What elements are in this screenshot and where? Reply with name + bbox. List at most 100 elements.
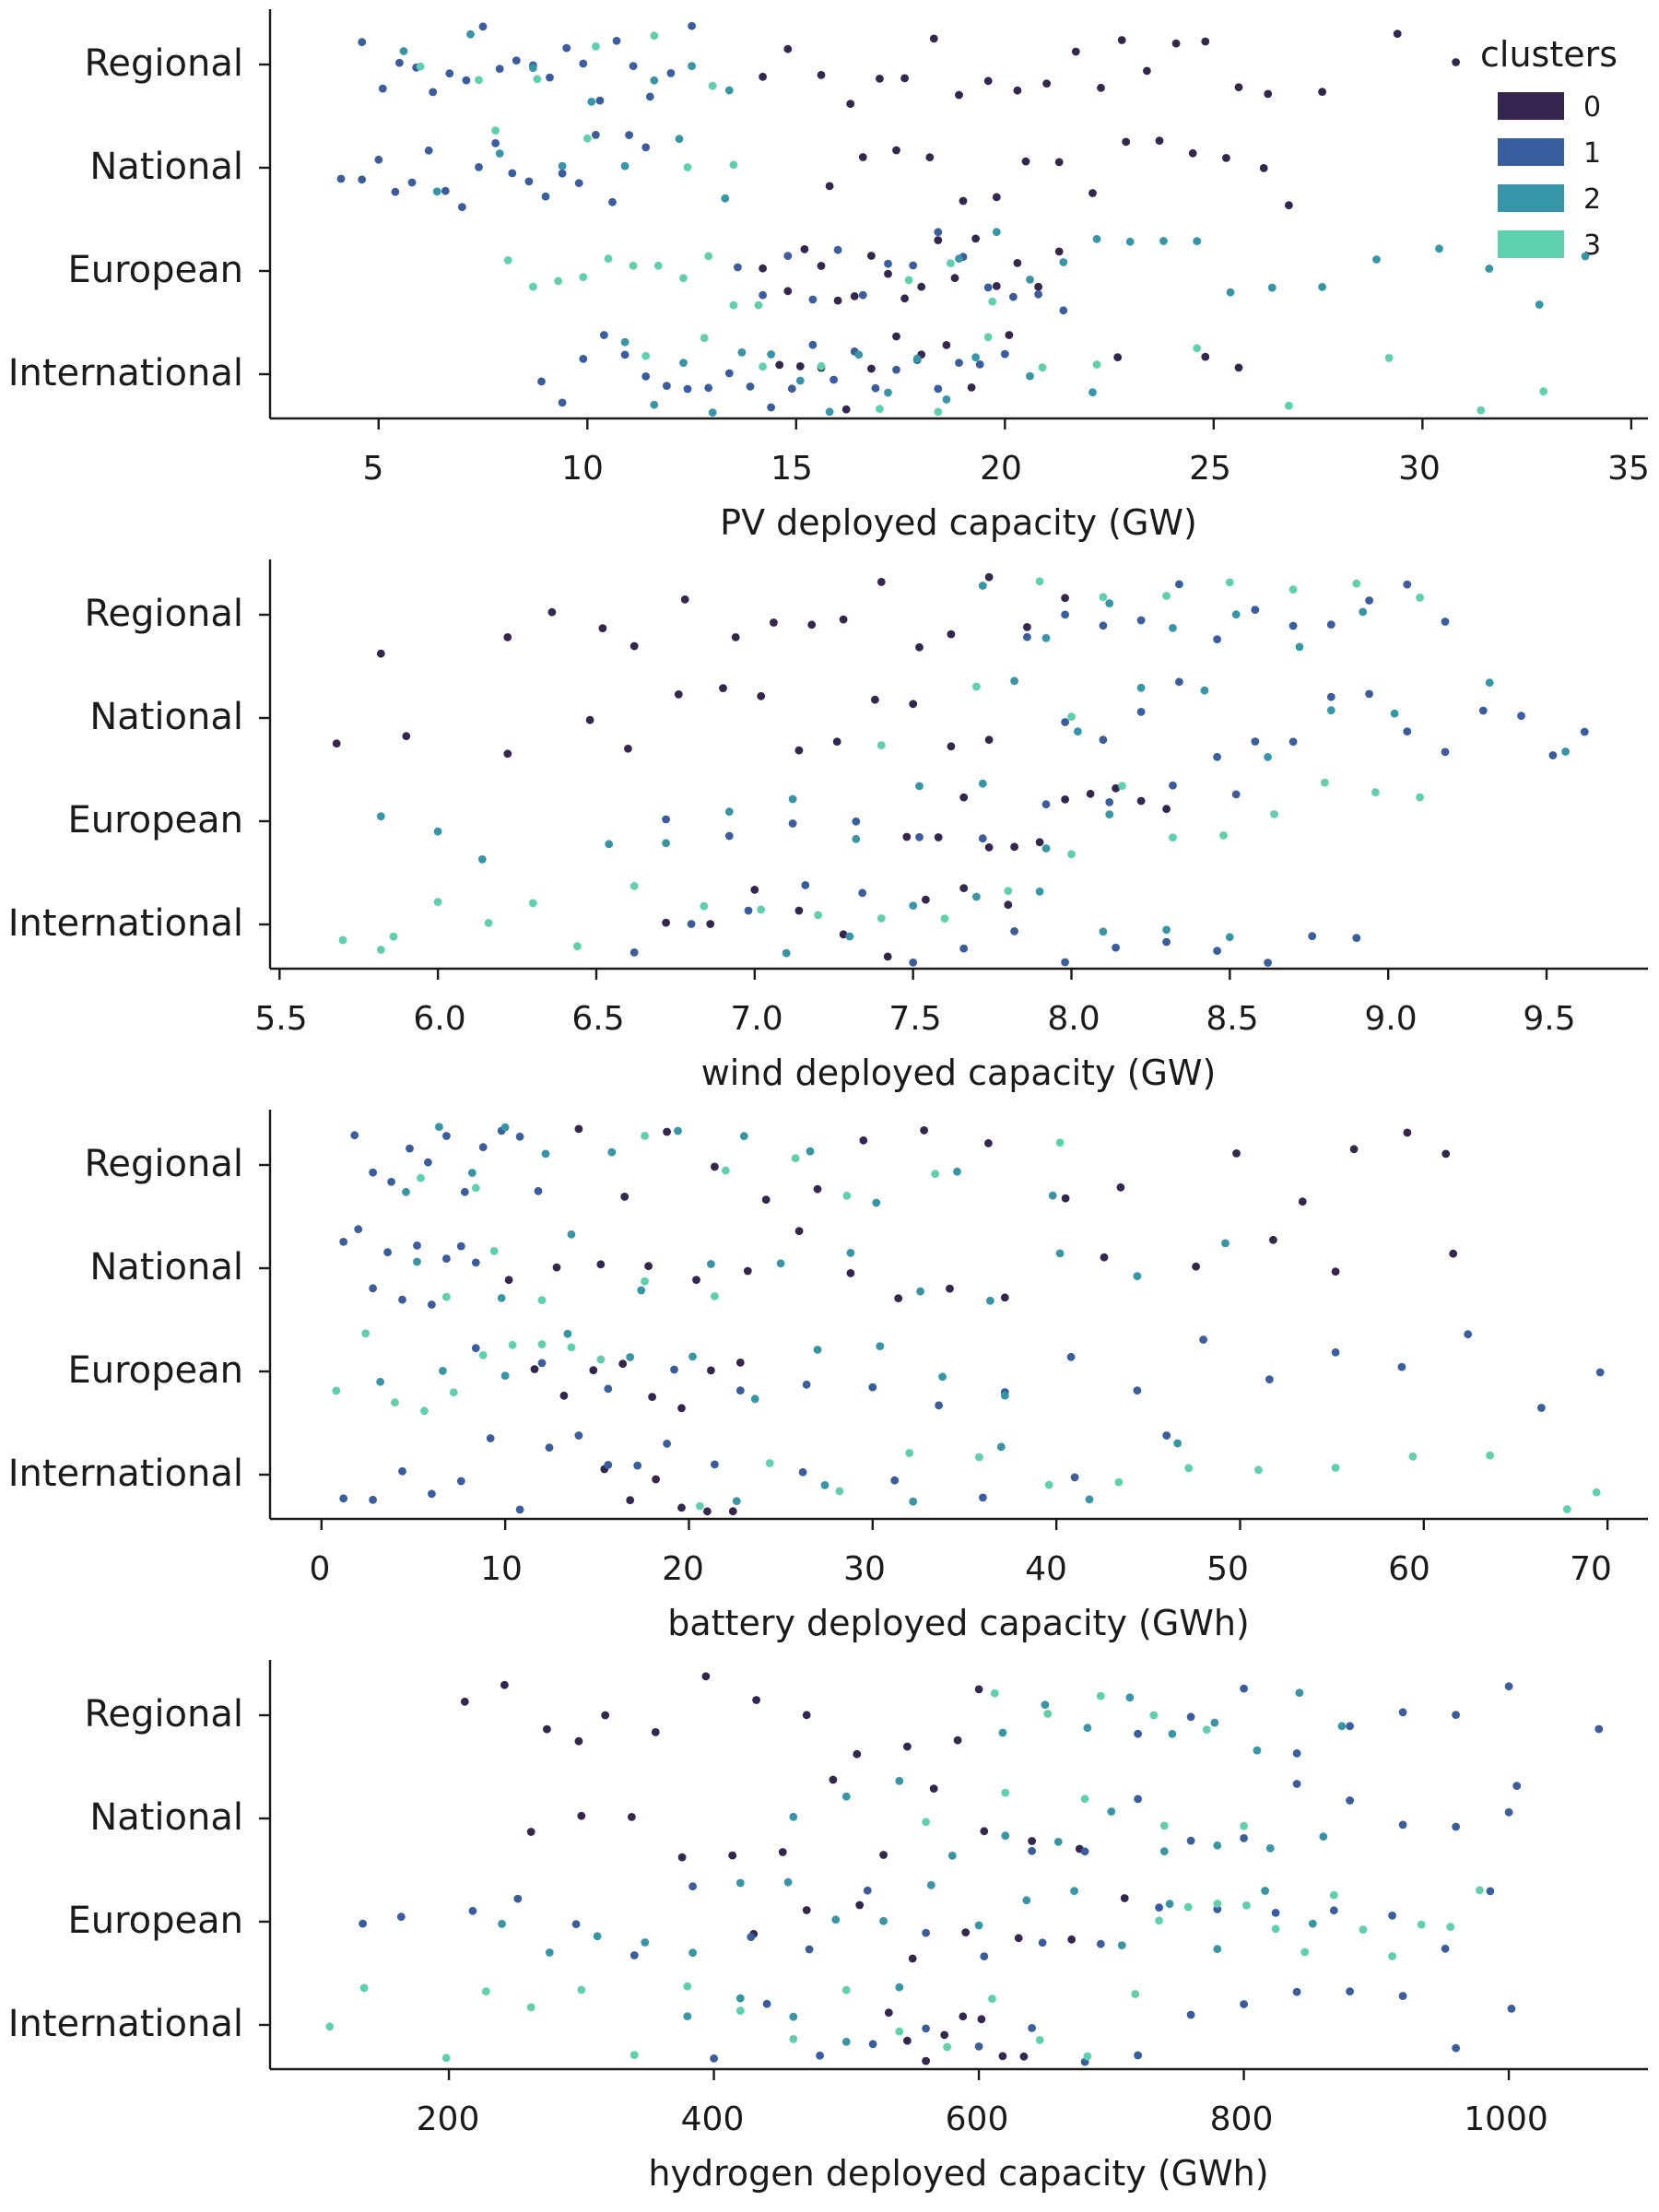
data-point-cluster-2 [1267,283,1277,292]
data-point-cluster-1 [979,1493,987,1502]
data-point-cluster-2 [1485,678,1494,688]
data-point-cluster-0 [813,1184,822,1194]
data-point-cluster-3 [1149,1711,1159,1720]
data-point-cluster-1 [395,58,404,67]
data-point-cluster-1 [486,1434,495,1442]
xtick-label-hydrogen-200: 200 [417,2100,480,2138]
data-point-cluster-0 [800,245,809,253]
data-point-cluster-0 [598,624,607,632]
data-point-cluster-1 [641,143,651,152]
data-point-cluster-2 [1041,633,1051,642]
data-point-cluster-1 [1441,618,1450,626]
data-point-cluster-3 [1486,1451,1494,1460]
data-point-cluster-1 [1537,1404,1546,1412]
data-point-cluster-1 [378,84,387,93]
data-point-cluster-1 [1240,1834,1248,1842]
xtick-labels-pv: 5 10 15 20 25 30 35 [363,450,1650,488]
data-point-cluster-1 [663,382,671,390]
data-point-cluster-1 [1010,927,1018,935]
data-point-cluster-2 [1026,371,1034,381]
data-point-cluster-1 [515,1505,524,1514]
xaxis-label-pv: PV deployed capacity (GW) [720,502,1197,543]
data-point-cluster-0 [500,1680,509,1689]
ytick-labels-pv: Regional National European International [8,42,243,394]
data-point-cluster-0 [677,1503,686,1512]
data-point-cluster-3 [905,1449,914,1457]
data-point-cluster-1 [1169,781,1177,790]
data-point-cluster-0 [1298,1197,1307,1206]
data-point-cluster-0 [1013,259,1022,267]
data-point-cluster-3 [1352,579,1361,588]
data-point-cluster-1 [579,355,588,363]
data-point-cluster-1 [884,259,892,268]
data-point-cluster-1 [1403,727,1412,735]
data-point-cluster-1 [558,169,567,178]
data-point-cluster-1 [1580,727,1589,736]
data-point-cluster-1 [1271,1909,1280,1917]
data-point-cluster-0 [967,383,976,392]
data-point-cluster-0 [841,405,851,414]
data-point-cluster-2 [495,149,504,158]
data-point-cluster-0 [1116,1182,1125,1192]
data-point-cluster-3 [391,1398,399,1406]
data-point-cluster-1 [456,1477,465,1486]
data-point-cluster-0 [552,1263,561,1272]
data-point-cluster-1 [735,1386,745,1395]
data-point-cluster-3 [361,1329,371,1338]
data-point-cluster-0 [817,71,826,79]
data-point-cluster-3 [711,1292,719,1300]
data-point-cluster-1 [1080,1847,1089,1856]
data-point-cluster-3 [533,75,542,84]
data-point-cluster-1 [612,36,621,45]
data-point-cluster-3 [940,914,949,924]
data-point-cluster-0 [728,1851,737,1860]
data-point-cluster-3 [1184,1464,1194,1473]
data-point-cluster-2 [854,350,864,359]
data-point-cluster-3 [481,1987,490,1996]
data-point-cluster-3 [528,899,537,908]
data-point-cluster-3 [1562,1505,1571,1513]
data-point-cluster-0 [1155,136,1164,146]
data-point-cluster-2 [846,1249,855,1257]
data-point-cluster-0 [778,1848,787,1856]
data-point-cluster-0 [503,749,512,759]
data-point-cluster-3 [1159,1821,1169,1830]
data-point-cluster-0 [543,1724,551,1734]
data-point-cluster-3 [629,2051,639,2060]
data-point-cluster-2 [435,1123,443,1131]
data-point-cluster-2 [707,1260,715,1268]
data-point-cluster-2 [376,1377,384,1386]
data-point-cluster-3 [1417,1920,1426,1929]
data-point-cluster-3 [537,1296,547,1304]
data-point-cluster-0 [1120,1894,1129,1902]
data-point-cluster-1 [1397,1362,1406,1371]
data-point-cluster-2 [1261,1887,1269,1895]
data-point-cluster-2 [620,161,629,171]
legend-label-1: 1 [1583,137,1601,170]
data-point-cluster-0 [585,715,594,724]
data-point-cluster-0 [783,44,793,53]
data-point-cluster-1 [1346,1796,1354,1805]
data-point-cluster-2 [782,948,791,958]
legend-swatch-2 [1498,184,1564,212]
data-point-cluster-0 [900,294,909,303]
data-point-cluster-3 [759,362,767,371]
data-point-cluster-0 [902,832,912,841]
legend-label-0: 0 [1583,91,1601,124]
data-point-cluster-0 [909,700,918,709]
data-point-cluster-0 [953,1735,962,1745]
data-point-cluster-2 [1099,927,1108,936]
data-point-cluster-2 [500,1371,510,1380]
data-point-cluster-3 [592,42,600,51]
data-point-cluster-3 [814,911,822,920]
data-point-cluster-1 [508,169,517,178]
data-point-cluster-1 [1134,1729,1142,1738]
data-point-cluster-0 [959,884,969,892]
data-point-cluster-1 [429,88,438,97]
data-point-cluster-1 [1352,934,1361,942]
ytick-label-regional-battery: Regional [84,1143,243,1185]
data-point-cluster-1 [1009,292,1018,301]
data-point-cluster-2 [1581,252,1590,261]
data-point-cluster-1 [662,815,670,824]
data-point-cluster-2 [641,1938,650,1947]
